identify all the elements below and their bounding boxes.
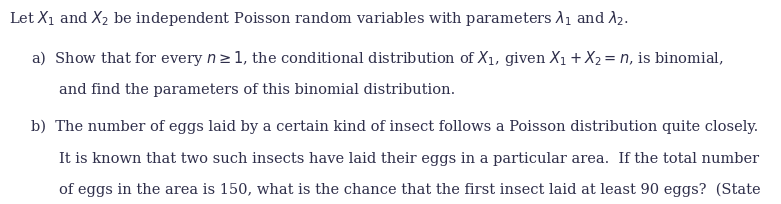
- Text: b)  The number of eggs laid by a certain kind of insect follows a Poisson distri: b) The number of eggs laid by a certain …: [31, 119, 758, 134]
- Text: Let $X_1$ and $X_2$ be independent Poisson random variables with parameters $\la: Let $X_1$ and $X_2$ be independent Poiss…: [9, 9, 629, 28]
- Text: a)  Show that for every $n \geq 1$, the conditional distribution of $X_1$, given: a) Show that for every $n \geq 1$, the c…: [31, 49, 724, 68]
- Text: of eggs in the area is 150, what is the chance that the first insect laid at lea: of eggs in the area is 150, what is the …: [59, 183, 761, 197]
- Text: It is known that two such insects have laid their eggs in a particular area.  If: It is known that two such insects have l…: [59, 152, 759, 166]
- Text: and find the parameters of this binomial distribution.: and find the parameters of this binomial…: [59, 83, 455, 97]
